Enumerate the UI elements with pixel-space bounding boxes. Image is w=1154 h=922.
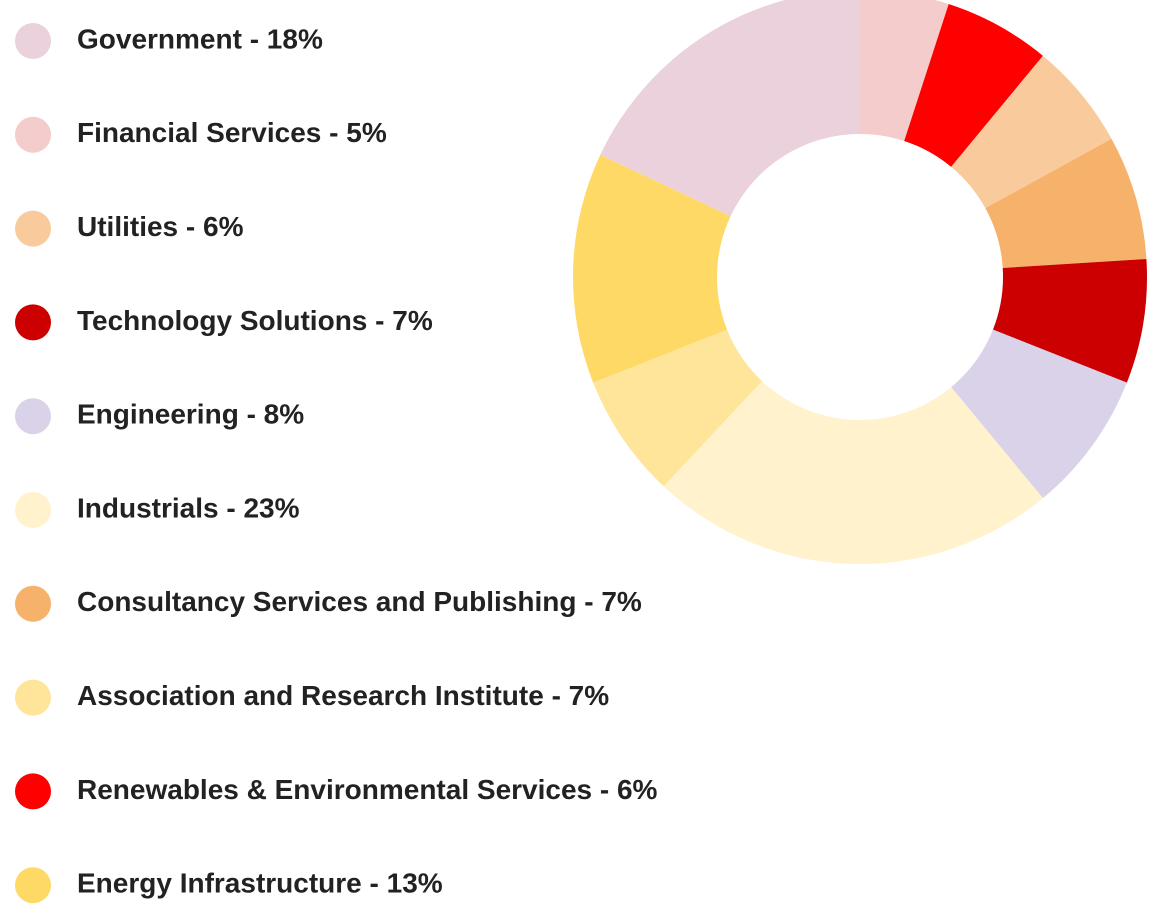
legend-swatch [15,116,51,153]
slice [573,154,731,383]
slice [951,55,1112,209]
slice [663,381,1043,564]
legend-swatch [15,398,51,435]
legend-label: Industrials - 23% [77,492,300,523]
slice [593,329,763,487]
legend-swatch [15,679,51,716]
legend-swatch [15,773,51,810]
slice [860,0,949,141]
legend-label: Utilities - 6% [77,211,244,242]
legend-label: Financial Services - 5% [77,117,387,148]
legend-swatch [15,23,51,59]
legend-swatch [15,492,51,528]
legend-label: Association and Research Institute - 7% [77,680,609,711]
legend-swatch [15,867,51,904]
slice [985,138,1147,269]
slice [904,4,1043,167]
legend-swatch [15,585,51,622]
legend-label: Renewables & Environmental Services - 6% [77,774,658,805]
legend-swatch [15,210,51,247]
legend-label: Consultancy Services and Publishing - 7% [77,586,642,617]
slice [951,329,1127,499]
legend-label: Government - 18% [77,23,323,54]
legend-label: Engineering - 8% [77,399,304,430]
slice [600,0,860,217]
legend-swatch [15,304,51,341]
slice [992,258,1147,383]
legend-label: Energy Infrastructure - 13% [77,868,443,899]
legend-label: Technology Solutions - 7% [77,305,433,336]
